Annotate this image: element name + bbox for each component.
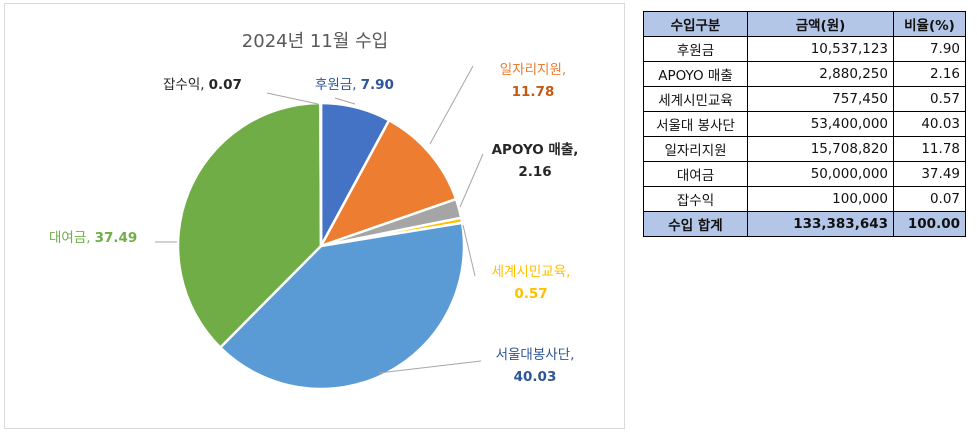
data-label-0: 후원금, 7.90 xyxy=(315,77,394,93)
leader-line-0 xyxy=(334,97,356,105)
total-name: 수입 합계 xyxy=(643,211,748,237)
table-row: 서울대 봉사단 53,400,000 40.03 xyxy=(643,111,966,137)
header-amount: 금액(원) xyxy=(747,11,894,37)
pie-slice-6 xyxy=(319,101,323,247)
row-amount: 15,708,820 xyxy=(747,136,894,162)
row-name: 잡수익 xyxy=(643,186,748,212)
table-header-row: 수입구분 금액(원) 비율(%) xyxy=(643,11,966,37)
row-name: 대여금 xyxy=(643,161,748,187)
table-row: 일자리지원 15,708,820 11.78 xyxy=(643,136,966,162)
row-rate: 11.78 xyxy=(893,136,966,162)
data-label-value: 0.07 xyxy=(209,77,242,93)
row-rate: 0.07 xyxy=(893,186,966,212)
pie-slice-5 xyxy=(176,101,323,350)
row-name: 서울대 봉사단 xyxy=(643,111,748,137)
data-label-name: 후원금, xyxy=(315,77,357,93)
leader-line-6 xyxy=(266,92,319,105)
pie-slice-1 xyxy=(318,118,458,249)
data-label-value: 37.49 xyxy=(95,230,138,246)
row-rate: 0.57 xyxy=(893,86,966,112)
row-rate: 40.03 xyxy=(893,111,966,137)
table-row: 잡수익 100,000 0.07 xyxy=(643,186,966,212)
row-name: APOYO 매출 xyxy=(643,61,748,87)
income-table: 수입구분 금액(원) 비율(%) 후원금 10,537,123 7.90 APO… xyxy=(643,11,966,237)
row-amount: 100,000 xyxy=(747,186,894,212)
table-row: 후원금 10,537,123 7.90 xyxy=(643,36,966,62)
row-amount: 757,450 xyxy=(747,86,894,112)
slices-layer xyxy=(176,101,466,391)
data-label-1: 일자리지원, 11.78 xyxy=(500,62,566,100)
leader-line-2 xyxy=(459,153,484,208)
header-rate: 비율(%) xyxy=(893,11,966,37)
row-amount: 2,880,250 xyxy=(747,61,894,87)
data-label-name: 일자리지원, xyxy=(500,62,566,78)
total-rate: 100.00 xyxy=(893,211,966,237)
data-label-value: 2.16 xyxy=(518,164,551,180)
row-rate: 37.49 xyxy=(893,161,966,187)
row-rate: 7.90 xyxy=(893,36,966,62)
data-label-name: 잡수익, xyxy=(163,77,205,93)
leader-line-1 xyxy=(429,65,474,145)
table-total-row: 수입 합계 133,383,643 100.00 xyxy=(643,211,966,237)
row-amount: 10,537,123 xyxy=(747,36,894,62)
table-row: 세계시민교육 757,450 0.57 xyxy=(643,86,966,112)
row-amount: 53,400,000 xyxy=(747,111,894,137)
table-row: 대여금 50,000,000 37.49 xyxy=(643,161,966,187)
pie-chart: 2024년 11월 수입 후원금, 7.90 일자리지원, 11.78 APOYO 매출… xyxy=(49,31,578,391)
data-label-value: 7.90 xyxy=(361,77,394,93)
table-row: APOYO 매출 2,880,250 2.16 xyxy=(643,61,966,87)
data-label-5: 대여금, 37.49 xyxy=(49,230,137,246)
data-label-value: 11.78 xyxy=(512,84,555,100)
data-label-2: APOYO 매출, 2.16 xyxy=(492,141,579,180)
data-label-name: 대여금, xyxy=(49,230,91,246)
data-label-name: 서울대봉사단, xyxy=(496,347,575,363)
data-label-name: 세계시민교육, xyxy=(492,264,571,280)
data-label-6: 잡수익, 0.07 xyxy=(163,77,242,93)
row-name: 세계시민교육 xyxy=(643,86,748,112)
header-category: 수입구분 xyxy=(643,11,748,37)
row-amount: 50,000,000 xyxy=(747,161,894,187)
pie-slice-4 xyxy=(218,221,466,391)
data-label-value: 40.03 xyxy=(514,369,557,385)
row-name: 후원금 xyxy=(643,36,748,62)
chart-title: 2024년 11월 수입 xyxy=(242,31,388,52)
labels-layer: 후원금, 7.90 일자리지원, 11.78 APOYO 매출, 2.16 세계시민교육, 0… xyxy=(49,62,578,385)
data-label-4: 서울대봉사단, 40.03 xyxy=(496,347,575,385)
data-label-value: 0.57 xyxy=(514,286,547,302)
data-label-name: APOYO 매출, xyxy=(492,141,579,158)
total-amount: 133,383,643 xyxy=(747,211,894,237)
data-label-3: 세계시민교육, 0.57 xyxy=(492,264,571,302)
row-name: 일자리지원 xyxy=(643,136,748,162)
leader-line-4 xyxy=(378,360,482,374)
pie-chart-frame: 2024년 11월 수입 후원금, 7.90 일자리지원, 11.78 APOYO 매출… xyxy=(4,3,625,429)
leader-line-3 xyxy=(462,224,476,277)
row-rate: 2.16 xyxy=(893,61,966,87)
